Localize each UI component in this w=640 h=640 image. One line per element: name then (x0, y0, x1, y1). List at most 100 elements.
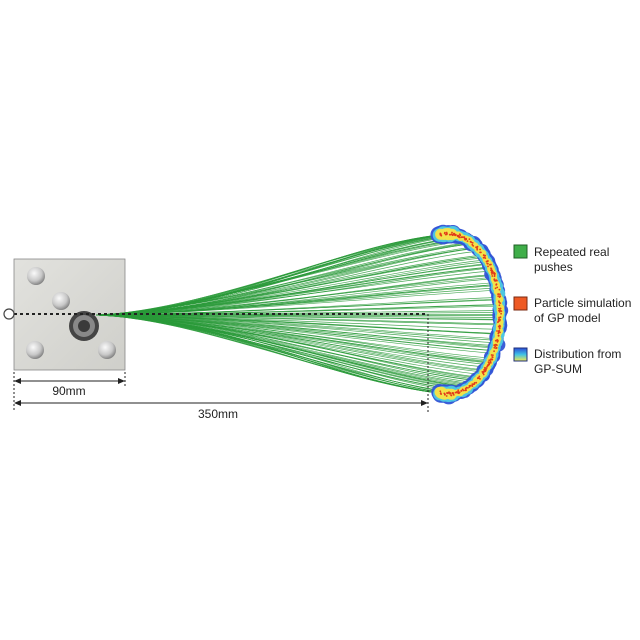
particle-point (447, 392, 449, 395)
particle-point (493, 279, 496, 281)
particle-simulation-points (439, 231, 503, 397)
particle-point (440, 393, 442, 395)
particle-point (485, 367, 488, 369)
particle-point (493, 346, 496, 349)
particle-point (458, 236, 461, 238)
dim-90-arrowhead-left (14, 378, 21, 384)
particle-point (493, 272, 496, 274)
particle-point (463, 236, 466, 239)
particle-point (454, 391, 457, 394)
particle-point (495, 347, 497, 350)
post-upper-middle (52, 292, 70, 310)
particle-point (494, 343, 497, 346)
legend-label-real-pushes-line2: pushes (534, 260, 573, 274)
particle-point (491, 356, 494, 359)
particle-point (491, 272, 493, 274)
particle-point (467, 387, 469, 389)
particle-point (452, 392, 455, 395)
particle-point (439, 390, 442, 393)
particle-point (495, 283, 498, 286)
particle-point (464, 389, 467, 392)
particle-point (482, 370, 485, 373)
particle-point (499, 316, 502, 319)
particle-point (497, 321, 499, 324)
particle-point (445, 231, 448, 234)
particle-point (450, 394, 453, 397)
particle-point (458, 391, 461, 394)
particle-point (475, 246, 478, 249)
legend-swatch-particle-simulation (513, 296, 528, 311)
push-trajectory (95, 314, 477, 382)
particle-point (466, 240, 469, 243)
particle-point (483, 256, 486, 259)
dim-90-arrowhead-right (118, 378, 125, 384)
particle-point (478, 375, 481, 378)
particle-point (490, 354, 493, 356)
particle-point (494, 279, 497, 282)
particle-point (468, 384, 471, 387)
dim-350-label: 350mm (198, 407, 238, 421)
particle-point (498, 326, 501, 329)
particle-point (498, 329, 501, 332)
particle-point (465, 386, 468, 389)
dimension-90mm: 90mm (13, 372, 126, 410)
particle-point (471, 383, 474, 385)
particle-point (498, 288, 501, 291)
particle-point (497, 332, 500, 335)
particle-point (498, 318, 500, 321)
particle-point (498, 300, 500, 302)
particle-point (486, 364, 489, 367)
push-trajectory (95, 257, 485, 316)
legend-item-particle-simulation: Particle simulation of GP model (513, 296, 631, 325)
particle-point (496, 344, 498, 346)
push-trajectory (95, 240, 469, 316)
particle-point (444, 393, 446, 395)
post-top-left (27, 267, 45, 285)
particle-point (451, 231, 453, 234)
particle-point (499, 302, 502, 304)
particle-point (482, 373, 485, 376)
particle-point (452, 394, 455, 396)
particle-point (468, 238, 471, 241)
particle-point (490, 263, 492, 266)
push-trajectory (95, 314, 442, 394)
particle-point (493, 275, 496, 278)
dim-350-arrowhead-left (14, 400, 21, 406)
particle-point (490, 268, 493, 270)
particle-point (483, 368, 486, 371)
particle-point (473, 383, 476, 385)
particle-point (458, 233, 461, 236)
particle-point (496, 286, 499, 289)
particle-point (500, 312, 502, 315)
particle-point (494, 345, 497, 348)
particle-point (476, 248, 479, 251)
particle-point (469, 241, 472, 243)
post-bottom-right (98, 341, 116, 359)
particle-point (494, 287, 497, 290)
particle-point (496, 279, 498, 282)
particle-point (482, 254, 485, 257)
particle-point (456, 391, 459, 394)
legend-label-particle-line2: of GP model (534, 311, 600, 325)
particle-point (489, 362, 492, 364)
legend-label-gp-sum-line1: Distribution from (534, 347, 621, 361)
legend-label-gp-sum-line2: GP-SUM (534, 362, 582, 376)
particle-point (472, 245, 475, 247)
push-trajectory (95, 276, 495, 316)
particle-point (497, 334, 500, 337)
particle-point (477, 376, 480, 379)
particle-point (443, 232, 446, 235)
particle-point (497, 295, 500, 297)
particle-point (486, 262, 489, 265)
particle-point (440, 233, 442, 236)
legend: Repeated real pushes Particle simulation… (513, 244, 631, 376)
particle-point (448, 233, 451, 236)
center-ring-inner (78, 320, 90, 332)
legend-item-gp-sum: Distribution from GP-SUM (513, 347, 621, 376)
push-trajectory (95, 314, 475, 383)
particle-point (499, 331, 501, 334)
particle-point (493, 350, 495, 352)
particle-point (489, 359, 492, 361)
particle-point (471, 385, 474, 387)
